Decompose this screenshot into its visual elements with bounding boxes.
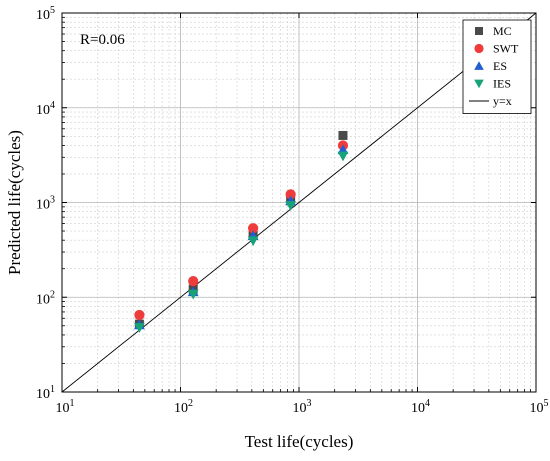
data-point-ies bbox=[187, 289, 199, 300]
data-point-swt bbox=[134, 309, 145, 321]
legend-label-swt: SWT bbox=[493, 42, 519, 56]
y-tick-label: 101 bbox=[36, 384, 55, 402]
legend-label-mc: MC bbox=[493, 24, 512, 38]
legend: MC SWT ES IES y=x bbox=[462, 19, 532, 114]
tick-labels: 101 102 103 104 105 101 102 103 104 105 bbox=[36, 5, 549, 416]
y-tick-label: 104 bbox=[36, 100, 55, 118]
x-tick-label: 102 bbox=[174, 398, 193, 416]
x-tick-label: 105 bbox=[530, 398, 549, 416]
series-ies bbox=[134, 151, 349, 333]
series-swt bbox=[134, 140, 349, 321]
legend-marker-swt bbox=[474, 43, 484, 54]
legend-box bbox=[462, 19, 532, 114]
data-points bbox=[134, 130, 349, 333]
y-tick-label: 102 bbox=[36, 289, 55, 307]
annotation-text: R=0.06 bbox=[80, 32, 125, 48]
data-point-swt bbox=[248, 223, 259, 234]
data-point-mc bbox=[338, 130, 348, 140]
data-point-ies bbox=[337, 151, 349, 162]
x-tick-label: 103 bbox=[293, 398, 312, 416]
legend-marker-es bbox=[474, 61, 484, 70]
y-tick-label: 103 bbox=[36, 195, 55, 213]
legend-label-ies: IES bbox=[493, 77, 511, 91]
legend-label-es: ES bbox=[493, 59, 507, 73]
data-point-ies bbox=[247, 236, 259, 247]
legend-marker-ies bbox=[474, 79, 484, 89]
legend-label-reference-line: y=x bbox=[493, 94, 512, 108]
data-point-ies bbox=[134, 323, 145, 333]
legend-marker-mc bbox=[475, 27, 483, 35]
data-point-swt bbox=[285, 189, 296, 200]
y-axis-label: Predicted life(cycles) bbox=[5, 130, 24, 275]
x-axis-label: Test life(cycles) bbox=[245, 432, 354, 451]
data-point-ies bbox=[285, 201, 297, 211]
y-tick-label: 105 bbox=[36, 5, 55, 23]
x-tick-label: 104 bbox=[411, 398, 430, 416]
x-tick-label: 101 bbox=[56, 398, 75, 416]
axis-ticks bbox=[61, 12, 537, 393]
data-point-swt bbox=[188, 276, 199, 287]
